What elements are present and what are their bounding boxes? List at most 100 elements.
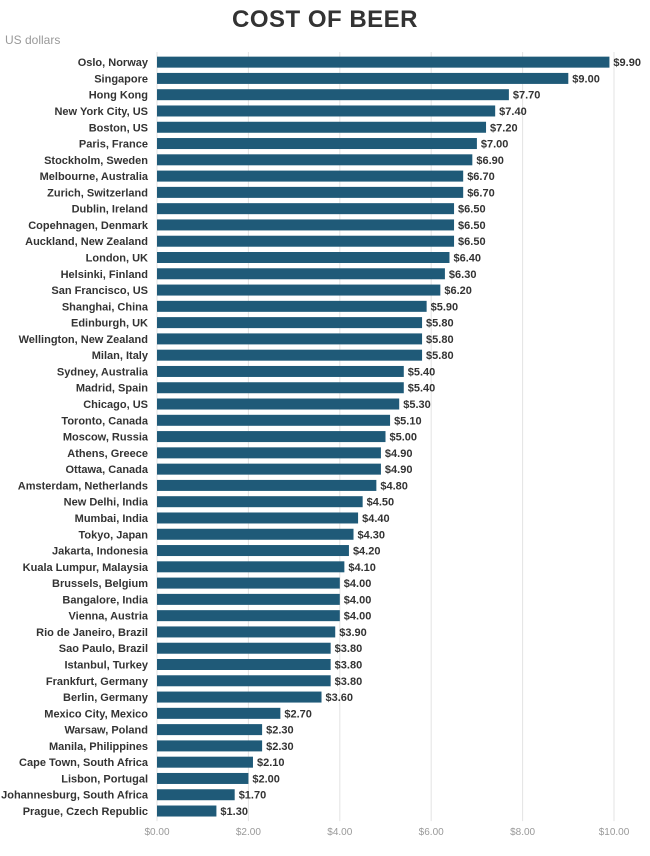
bar — [157, 610, 340, 622]
bar — [157, 398, 400, 410]
x-tick-label: $2.00 — [236, 827, 261, 838]
category-label: Madrid, Spain — [76, 383, 148, 395]
category-label: Athens, Greece — [67, 448, 148, 460]
category-label: San Francisco, US — [51, 285, 148, 297]
category-label: Toronto, Canada — [61, 415, 148, 427]
category-label: Ottawa, Canada — [65, 464, 148, 476]
value-label: $1.30 — [220, 806, 248, 818]
bar — [157, 772, 249, 784]
bar — [157, 365, 404, 377]
category-label: Copehnagen, Denmark — [28, 220, 149, 232]
value-label: $7.20 — [490, 122, 518, 134]
bar — [157, 707, 281, 719]
value-label: $4.90 — [385, 464, 413, 476]
value-label: $4.90 — [385, 448, 413, 460]
bar — [157, 479, 377, 491]
chart-title: COST OF BEER — [231, 6, 418, 33]
value-label: $6.20 — [444, 285, 472, 297]
value-label: $3.90 — [339, 627, 367, 639]
category-label: Lisbon, Portugal — [61, 773, 148, 785]
value-label: $6.50 — [458, 220, 486, 232]
bar — [157, 431, 386, 443]
value-label: $6.70 — [467, 171, 495, 183]
bar — [157, 577, 340, 589]
category-label: Warsaw, Poland — [64, 725, 148, 737]
bar — [157, 691, 322, 703]
bar — [157, 382, 404, 394]
category-label: Jakarta, Indonesia — [52, 546, 149, 558]
value-label: $7.40 — [499, 106, 527, 118]
value-label: $9.00 — [572, 73, 600, 85]
bar — [157, 284, 441, 296]
value-label: $6.50 — [458, 236, 486, 248]
bar — [157, 268, 445, 280]
value-label: $4.80 — [380, 480, 408, 492]
value-label: $3.80 — [335, 643, 363, 655]
value-label: $2.30 — [266, 725, 294, 737]
bar — [157, 593, 340, 605]
category-label: Wellington, New Zealand — [19, 334, 148, 346]
category-label: Vienna, Austria — [69, 611, 149, 623]
category-label: Paris, France — [79, 139, 148, 151]
category-label: Shanghai, China — [62, 301, 149, 313]
category-label: Prague, Czech Republic — [23, 806, 148, 818]
bar — [157, 675, 331, 687]
bar — [157, 138, 477, 150]
category-label: Oslo, Norway — [78, 57, 149, 69]
category-label: Amsterdam, Netherlands — [18, 480, 148, 492]
category-label: Stockholm, Sweden — [44, 155, 148, 167]
x-tick-label: $10.00 — [599, 827, 630, 838]
value-label: $9.90 — [613, 57, 641, 69]
category-label: Cape Town, South Africa — [19, 757, 149, 769]
bar — [157, 447, 381, 459]
bar — [157, 496, 363, 508]
bar — [157, 740, 263, 752]
x-tick-label: $4.00 — [327, 827, 352, 838]
bar — [157, 235, 455, 247]
bar — [157, 626, 336, 638]
value-label: $4.10 — [348, 562, 376, 574]
category-label: Zurich, Switzerland — [47, 187, 148, 199]
value-label: $5.80 — [426, 350, 454, 362]
value-label: $4.40 — [362, 513, 390, 525]
category-label: Melbourne, Australia — [40, 171, 149, 183]
bar — [157, 463, 381, 475]
value-label: $5.10 — [394, 415, 422, 427]
value-label: $5.90 — [431, 301, 459, 313]
value-label: $5.40 — [408, 383, 436, 395]
bar — [157, 56, 610, 68]
category-label: Hong Kong — [89, 90, 148, 102]
category-label: Kuala Lumpur, Malaysia — [23, 562, 149, 574]
bar — [157, 805, 217, 817]
bar — [157, 545, 349, 557]
value-label: $5.80 — [426, 334, 454, 346]
category-label: Mexico City, Mexico — [44, 708, 148, 720]
bar — [157, 203, 455, 215]
category-label: Sao Paulo, Brazil — [59, 643, 148, 655]
value-label: $2.70 — [284, 708, 312, 720]
bar — [157, 659, 331, 670]
value-label: $1.70 — [239, 790, 267, 802]
value-label: $5.80 — [426, 318, 454, 330]
x-tick-label: $8.00 — [510, 827, 535, 838]
category-label: New Delhi, India — [64, 497, 149, 509]
value-label: $6.30 — [449, 269, 477, 281]
category-label: Tokyo, Japan — [79, 529, 149, 541]
category-label: Chicago, US — [83, 399, 148, 411]
bar — [157, 300, 427, 312]
x-tick-label: $0.00 — [144, 827, 169, 838]
category-label: Istanbul, Turkey — [64, 660, 148, 672]
bar — [157, 642, 331, 654]
value-label: $5.00 — [390, 432, 418, 444]
value-label: $4.50 — [367, 497, 395, 509]
value-label: $6.50 — [458, 204, 486, 216]
x-tick-label: $6.00 — [419, 827, 444, 838]
bar — [157, 724, 263, 736]
value-label: $3.60 — [326, 692, 354, 704]
unit-label: US dollars — [5, 33, 61, 47]
value-label: $7.00 — [481, 139, 509, 151]
bar — [157, 186, 464, 198]
bar — [157, 170, 464, 182]
